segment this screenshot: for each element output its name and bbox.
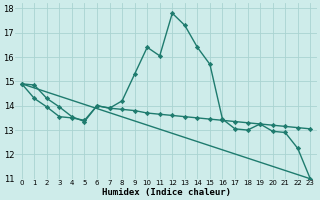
X-axis label: Humidex (Indice chaleur): Humidex (Indice chaleur) (101, 188, 230, 197)
